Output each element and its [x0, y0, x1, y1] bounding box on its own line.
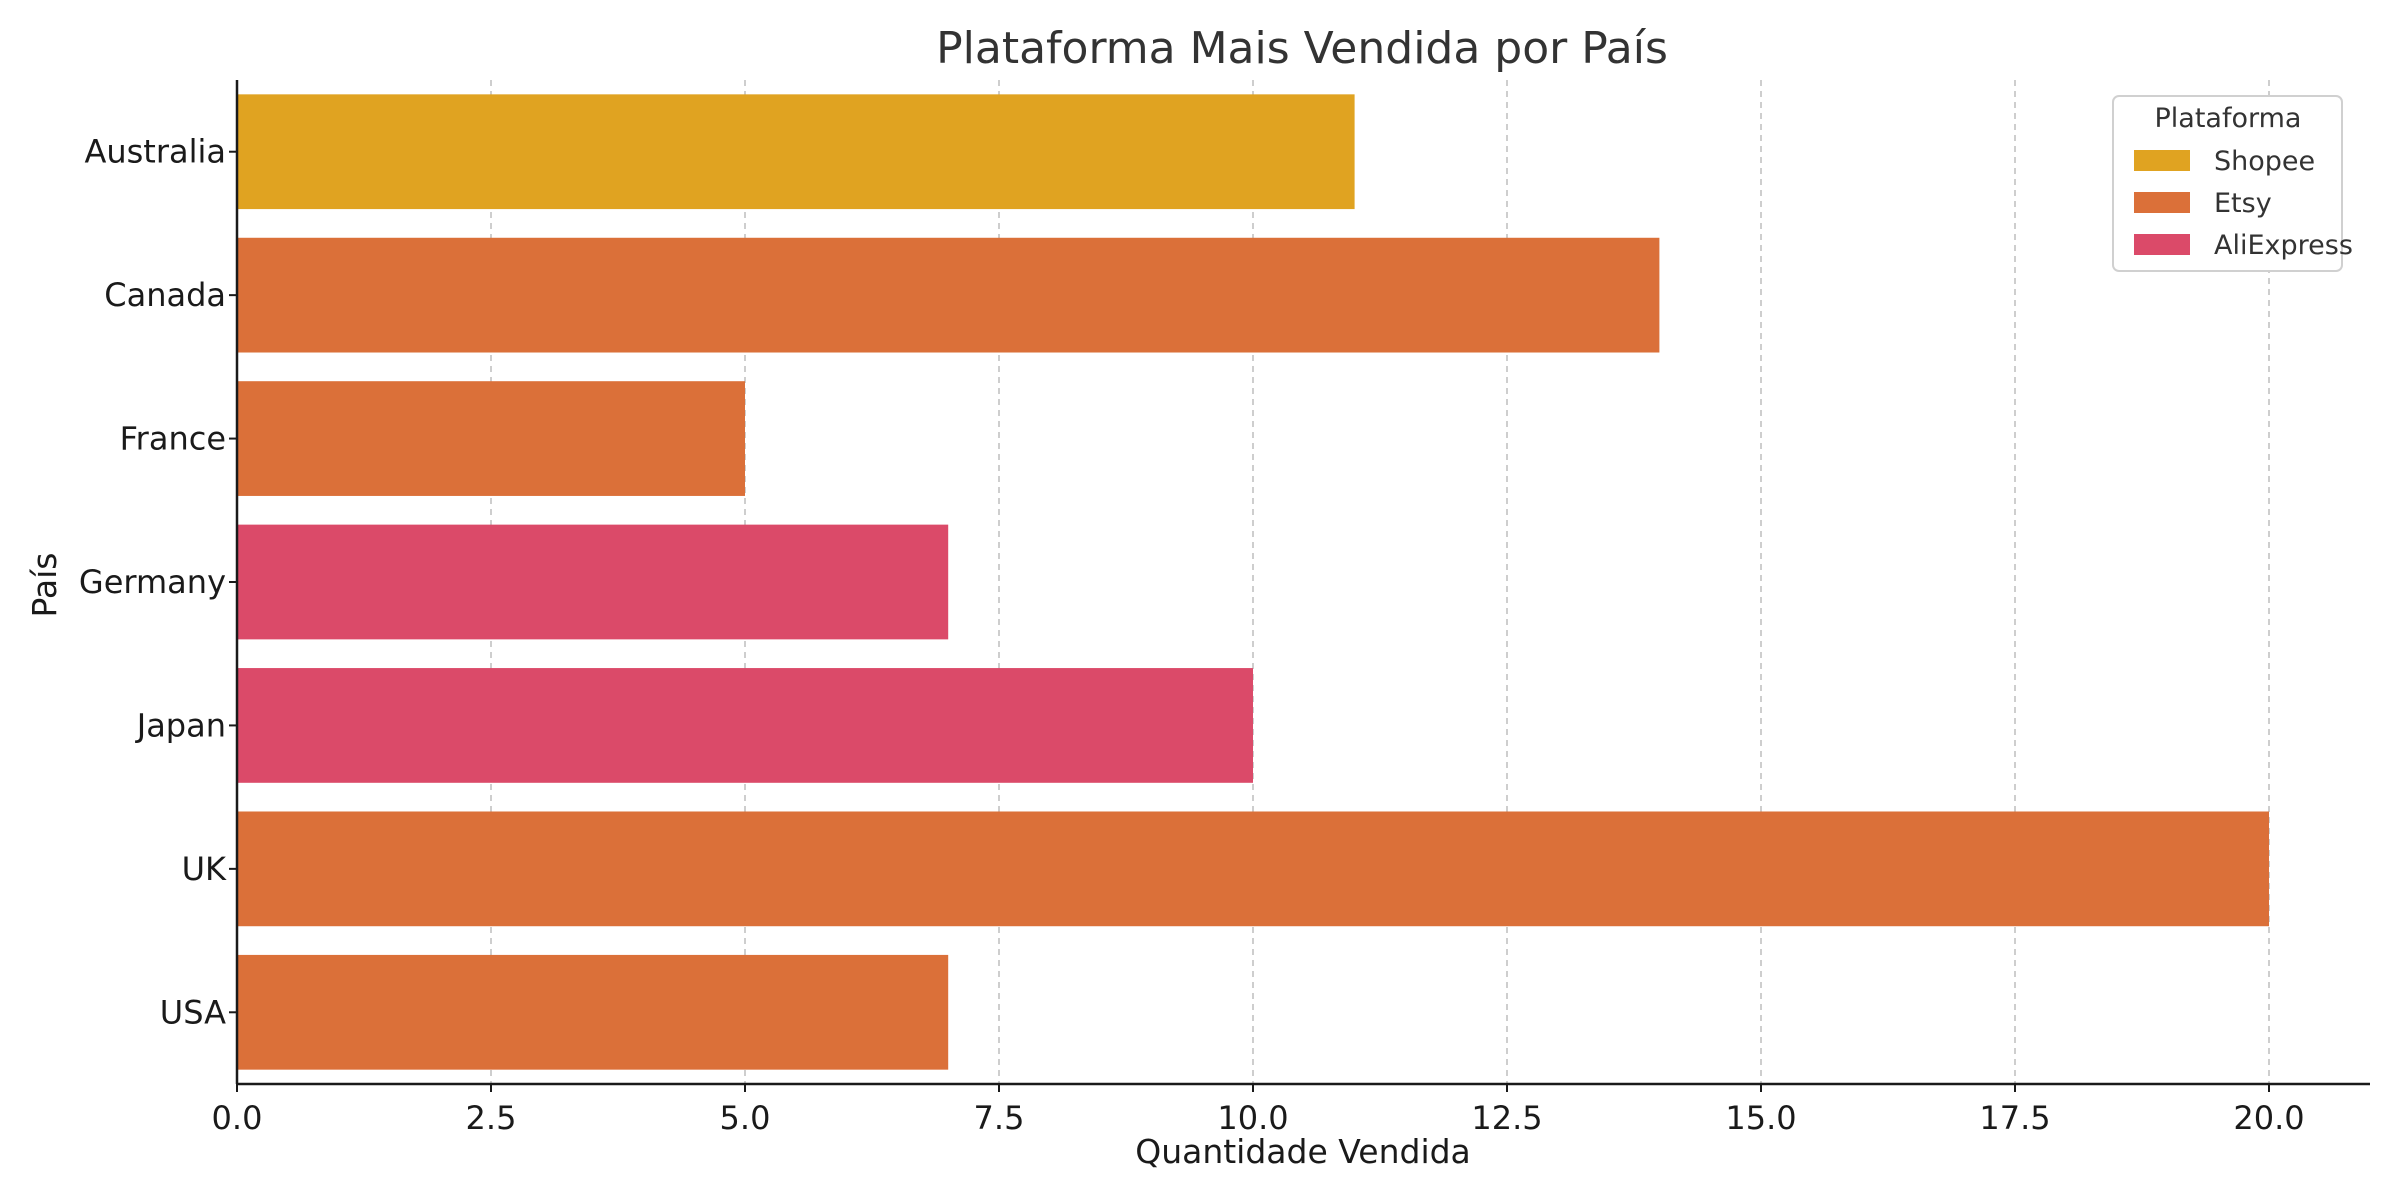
- x-tick-label: 0.0: [212, 1099, 263, 1137]
- ticks: 0.0 2.5 5.0 7.5 10.0 12.5 15.0 17.5 20.0 Australi…: [79, 133, 2305, 1137]
- y-tick-label: UK: [182, 850, 227, 888]
- chart-title: Plataforma Mais Vendida por País: [936, 23, 1668, 74]
- bar-canada: [237, 237, 1660, 353]
- legend-title: Plataforma: [2155, 103, 2302, 134]
- x-tick-label: 17.5: [1979, 1099, 2050, 1137]
- y-tick-label: Canada: [104, 276, 226, 314]
- y-tick-label: USA: [160, 993, 226, 1031]
- x-tick-label: 7.5: [974, 1099, 1025, 1137]
- legend-swatch-shopee: [2134, 150, 2190, 171]
- y-tick-label: Australia: [84, 133, 226, 171]
- x-tick-label: 15.0: [1725, 1099, 1796, 1137]
- legend-swatch-etsy: [2134, 192, 2190, 213]
- legend-label-etsy: Etsy: [2214, 188, 2272, 219]
- bar-australia: [237, 94, 1355, 210]
- bar-france: [237, 381, 745, 496]
- bar-japan: [237, 668, 1253, 783]
- y-tick-label: Germany: [79, 563, 226, 601]
- y-tick-label: Japan: [135, 706, 226, 744]
- x-tick-label: 2.5: [466, 1099, 517, 1137]
- bars: [237, 94, 2269, 1070]
- bar-germany: [237, 524, 949, 640]
- bar-uk: [237, 811, 2269, 927]
- x-tick-label: 12.5: [1471, 1099, 1542, 1137]
- legend-label-aliexpress: AliExpress: [2214, 230, 2353, 261]
- bar-usa: [237, 954, 949, 1070]
- legend-frame: [2112, 95, 2343, 272]
- legend: Plataforma Shopee Etsy AliExpress: [2112, 95, 2353, 272]
- y-tick-label: France: [120, 420, 226, 458]
- x-axis-label: Quantidade Vendida: [1135, 1132, 1471, 1171]
- x-tick-label: 5.0: [720, 1099, 771, 1137]
- x-tick-label: 10.0: [1217, 1099, 1288, 1137]
- x-tick-label: 20.0: [2233, 1099, 2304, 1137]
- legend-swatch-aliexpress: [2134, 234, 2190, 255]
- legend-entries: Shopee Etsy AliExpress: [2134, 146, 2353, 261]
- y-axis-label: País: [25, 552, 64, 617]
- legend-label-shopee: Shopee: [2214, 146, 2315, 177]
